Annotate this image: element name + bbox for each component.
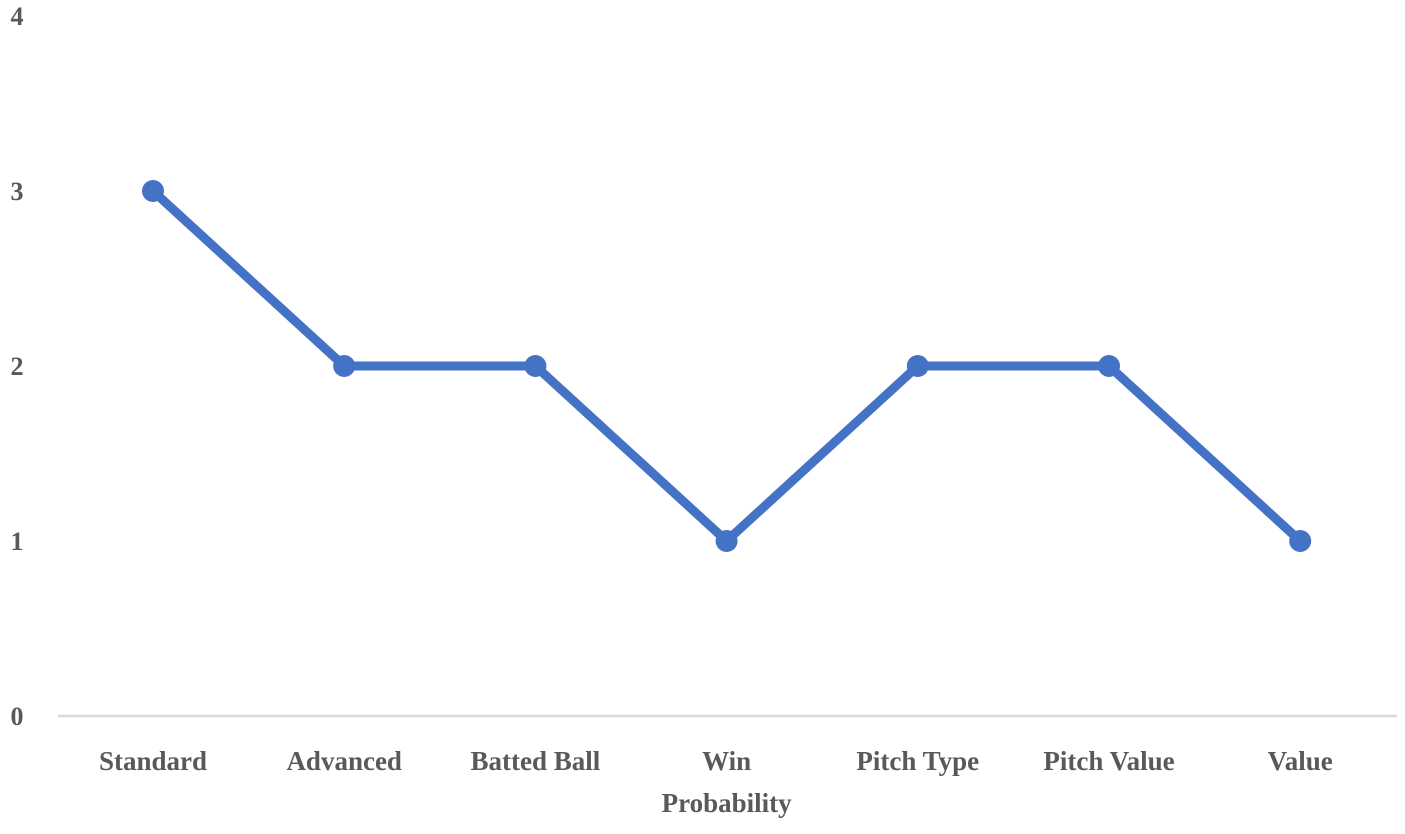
x-tick-label: Value <box>1268 746 1333 776</box>
y-tick-label: 4 <box>11 2 24 31</box>
data-point <box>333 355 356 377</box>
x-tick-label: Pitch Value <box>1043 746 1174 776</box>
data-point <box>715 530 738 552</box>
data-point-markers <box>142 180 1312 552</box>
y-tick-label: 0 <box>11 702 24 731</box>
x-tick-label: Advanced <box>286 746 402 776</box>
y-axis-labels: 0 1 2 3 4 <box>11 2 24 731</box>
data-point <box>524 355 547 377</box>
x-tick-label: Pitch Type <box>856 746 979 776</box>
y-tick-label: 2 <box>11 352 24 381</box>
x-tick-label: Batted Ball <box>471 746 601 776</box>
data-point <box>142 180 164 202</box>
data-point <box>1098 355 1120 377</box>
x-tick-label: Win <box>702 746 751 776</box>
series-line <box>148 186 1305 546</box>
data-point <box>1289 530 1312 552</box>
y-tick-label: 3 <box>11 177 24 206</box>
y-tick-label: 1 <box>11 527 24 556</box>
x-tick-label: Probability <box>662 788 793 818</box>
data-point <box>906 355 929 377</box>
x-axis-labels: Standard Advanced Batted Ball Win Probabilit… <box>99 746 1333 818</box>
x-tick-label: Standard <box>99 746 207 776</box>
